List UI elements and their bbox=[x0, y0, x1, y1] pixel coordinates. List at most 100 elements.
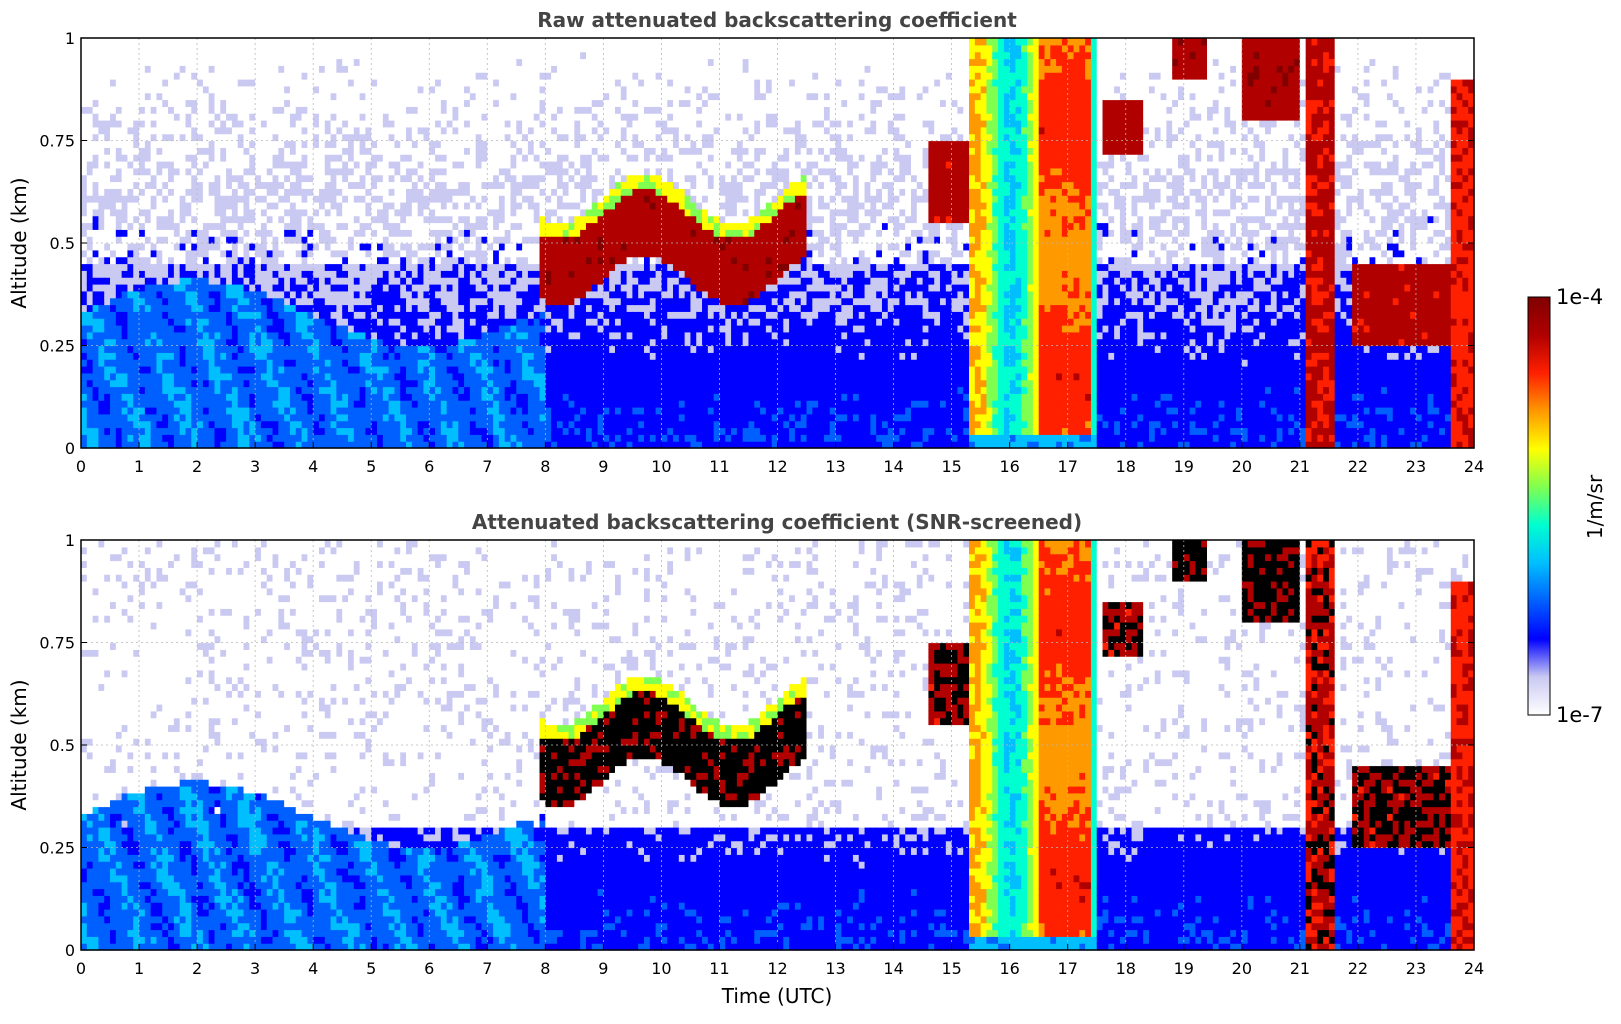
heatmap-cell bbox=[290, 434, 296, 441]
heatmap-cell bbox=[215, 106, 221, 113]
heatmap-cell bbox=[360, 291, 366, 298]
heatmap-cell bbox=[174, 147, 180, 154]
heatmap-cell bbox=[87, 421, 93, 428]
heatmap-cell bbox=[220, 250, 226, 257]
heatmap-cell bbox=[499, 359, 505, 366]
heatmap-cell bbox=[551, 400, 557, 407]
heatmap-cell bbox=[220, 65, 226, 72]
heatmap-cell bbox=[325, 161, 331, 168]
heatmap-cell bbox=[348, 243, 354, 250]
heatmap-cell bbox=[464, 400, 470, 407]
heatmap-cell bbox=[458, 93, 464, 100]
heatmap-cell bbox=[151, 127, 157, 134]
heatmap-cell bbox=[452, 106, 458, 113]
heatmap-cell bbox=[522, 339, 528, 346]
heatmap-cell bbox=[255, 65, 261, 72]
heatmap-cell bbox=[476, 127, 482, 134]
heatmap-cell bbox=[139, 147, 145, 154]
heatmap-cell bbox=[122, 407, 128, 414]
heatmap-cell bbox=[551, 284, 557, 291]
heatmap-cell bbox=[371, 72, 377, 79]
heatmap-cell bbox=[278, 216, 284, 223]
heatmap-cell bbox=[215, 346, 221, 353]
heatmap-cell bbox=[470, 79, 476, 86]
heatmap-cell bbox=[87, 141, 93, 148]
heatmap-cell bbox=[481, 257, 487, 264]
heatmap-cell bbox=[313, 366, 319, 373]
heatmap-cell bbox=[284, 400, 290, 407]
heatmap-cell bbox=[458, 182, 464, 189]
heatmap-cell bbox=[528, 373, 534, 380]
heatmap-cell bbox=[342, 264, 348, 271]
heatmap-cell bbox=[336, 311, 342, 318]
heatmap-cell bbox=[394, 223, 400, 230]
heatmap-cell bbox=[145, 100, 151, 107]
heatmap-cell bbox=[215, 216, 221, 223]
heatmap-cell bbox=[98, 223, 104, 230]
heatmap-cell bbox=[389, 434, 395, 441]
heatmap-cell bbox=[98, 229, 104, 236]
heatmap-cell bbox=[452, 168, 458, 175]
heatmap-cell bbox=[133, 257, 139, 264]
heatmap-cell bbox=[487, 407, 493, 414]
heatmap-cell bbox=[197, 229, 203, 236]
heatmap-cell bbox=[203, 209, 209, 216]
heatmap-cell bbox=[331, 106, 337, 113]
heatmap-cell bbox=[435, 400, 441, 407]
heatmap-cell bbox=[406, 106, 412, 113]
heatmap-cell bbox=[545, 175, 551, 182]
heatmap-cell bbox=[470, 106, 476, 113]
heatmap-cell bbox=[273, 407, 279, 414]
heatmap-cell bbox=[81, 223, 87, 230]
heatmap-cell bbox=[516, 400, 522, 407]
heatmap-cell bbox=[156, 257, 162, 264]
heatmap-cell bbox=[528, 188, 534, 195]
heatmap-cell bbox=[156, 182, 162, 189]
heatmap-cell bbox=[209, 38, 215, 45]
heatmap-cell bbox=[342, 86, 348, 93]
heatmap-cell bbox=[452, 161, 458, 168]
heatmap-cell bbox=[197, 311, 203, 318]
heatmap-cell bbox=[406, 434, 412, 441]
heatmap-cell bbox=[429, 195, 435, 202]
heatmap-cell bbox=[325, 318, 331, 325]
heatmap-cell bbox=[261, 298, 267, 305]
heatmap-cell bbox=[180, 277, 186, 284]
heatmap-cell bbox=[551, 93, 557, 100]
heatmap-cell bbox=[319, 373, 325, 380]
heatmap-cell bbox=[145, 127, 151, 134]
heatmap-cell bbox=[104, 161, 110, 168]
heatmap-cell bbox=[429, 106, 435, 113]
heatmap-cell bbox=[447, 127, 453, 134]
heatmap-cell bbox=[493, 250, 499, 257]
heatmap-cell bbox=[429, 154, 435, 161]
heatmap-cell bbox=[122, 434, 128, 441]
heatmap-cell bbox=[139, 209, 145, 216]
heatmap-cell bbox=[238, 223, 244, 230]
heatmap-cell bbox=[499, 346, 505, 353]
heatmap-cell bbox=[406, 366, 412, 373]
heatmap-cell bbox=[87, 86, 93, 93]
heatmap-cell bbox=[93, 79, 99, 86]
heatmap-cell bbox=[162, 346, 168, 353]
heatmap-cell bbox=[278, 434, 284, 441]
heatmap-cell bbox=[487, 380, 493, 387]
heatmap-cell bbox=[342, 352, 348, 359]
heatmap-cell bbox=[354, 161, 360, 168]
heatmap-cell bbox=[493, 366, 499, 373]
heatmap-cell bbox=[156, 216, 162, 223]
heatmap-cell bbox=[342, 270, 348, 277]
heatmap-cell bbox=[145, 414, 151, 421]
heatmap-cell bbox=[354, 400, 360, 407]
heatmap-cell bbox=[371, 421, 377, 428]
heatmap-cell bbox=[145, 305, 151, 312]
heatmap-cell bbox=[209, 318, 215, 325]
heatmap-cell bbox=[261, 93, 267, 100]
heatmap-cell bbox=[354, 52, 360, 59]
heatmap-cell bbox=[528, 100, 534, 107]
heatmap-cell bbox=[139, 86, 145, 93]
heatmap-cell bbox=[505, 428, 511, 435]
heatmap-cell bbox=[325, 182, 331, 189]
heatmap-cell bbox=[284, 428, 290, 435]
heatmap-cell bbox=[406, 45, 412, 52]
